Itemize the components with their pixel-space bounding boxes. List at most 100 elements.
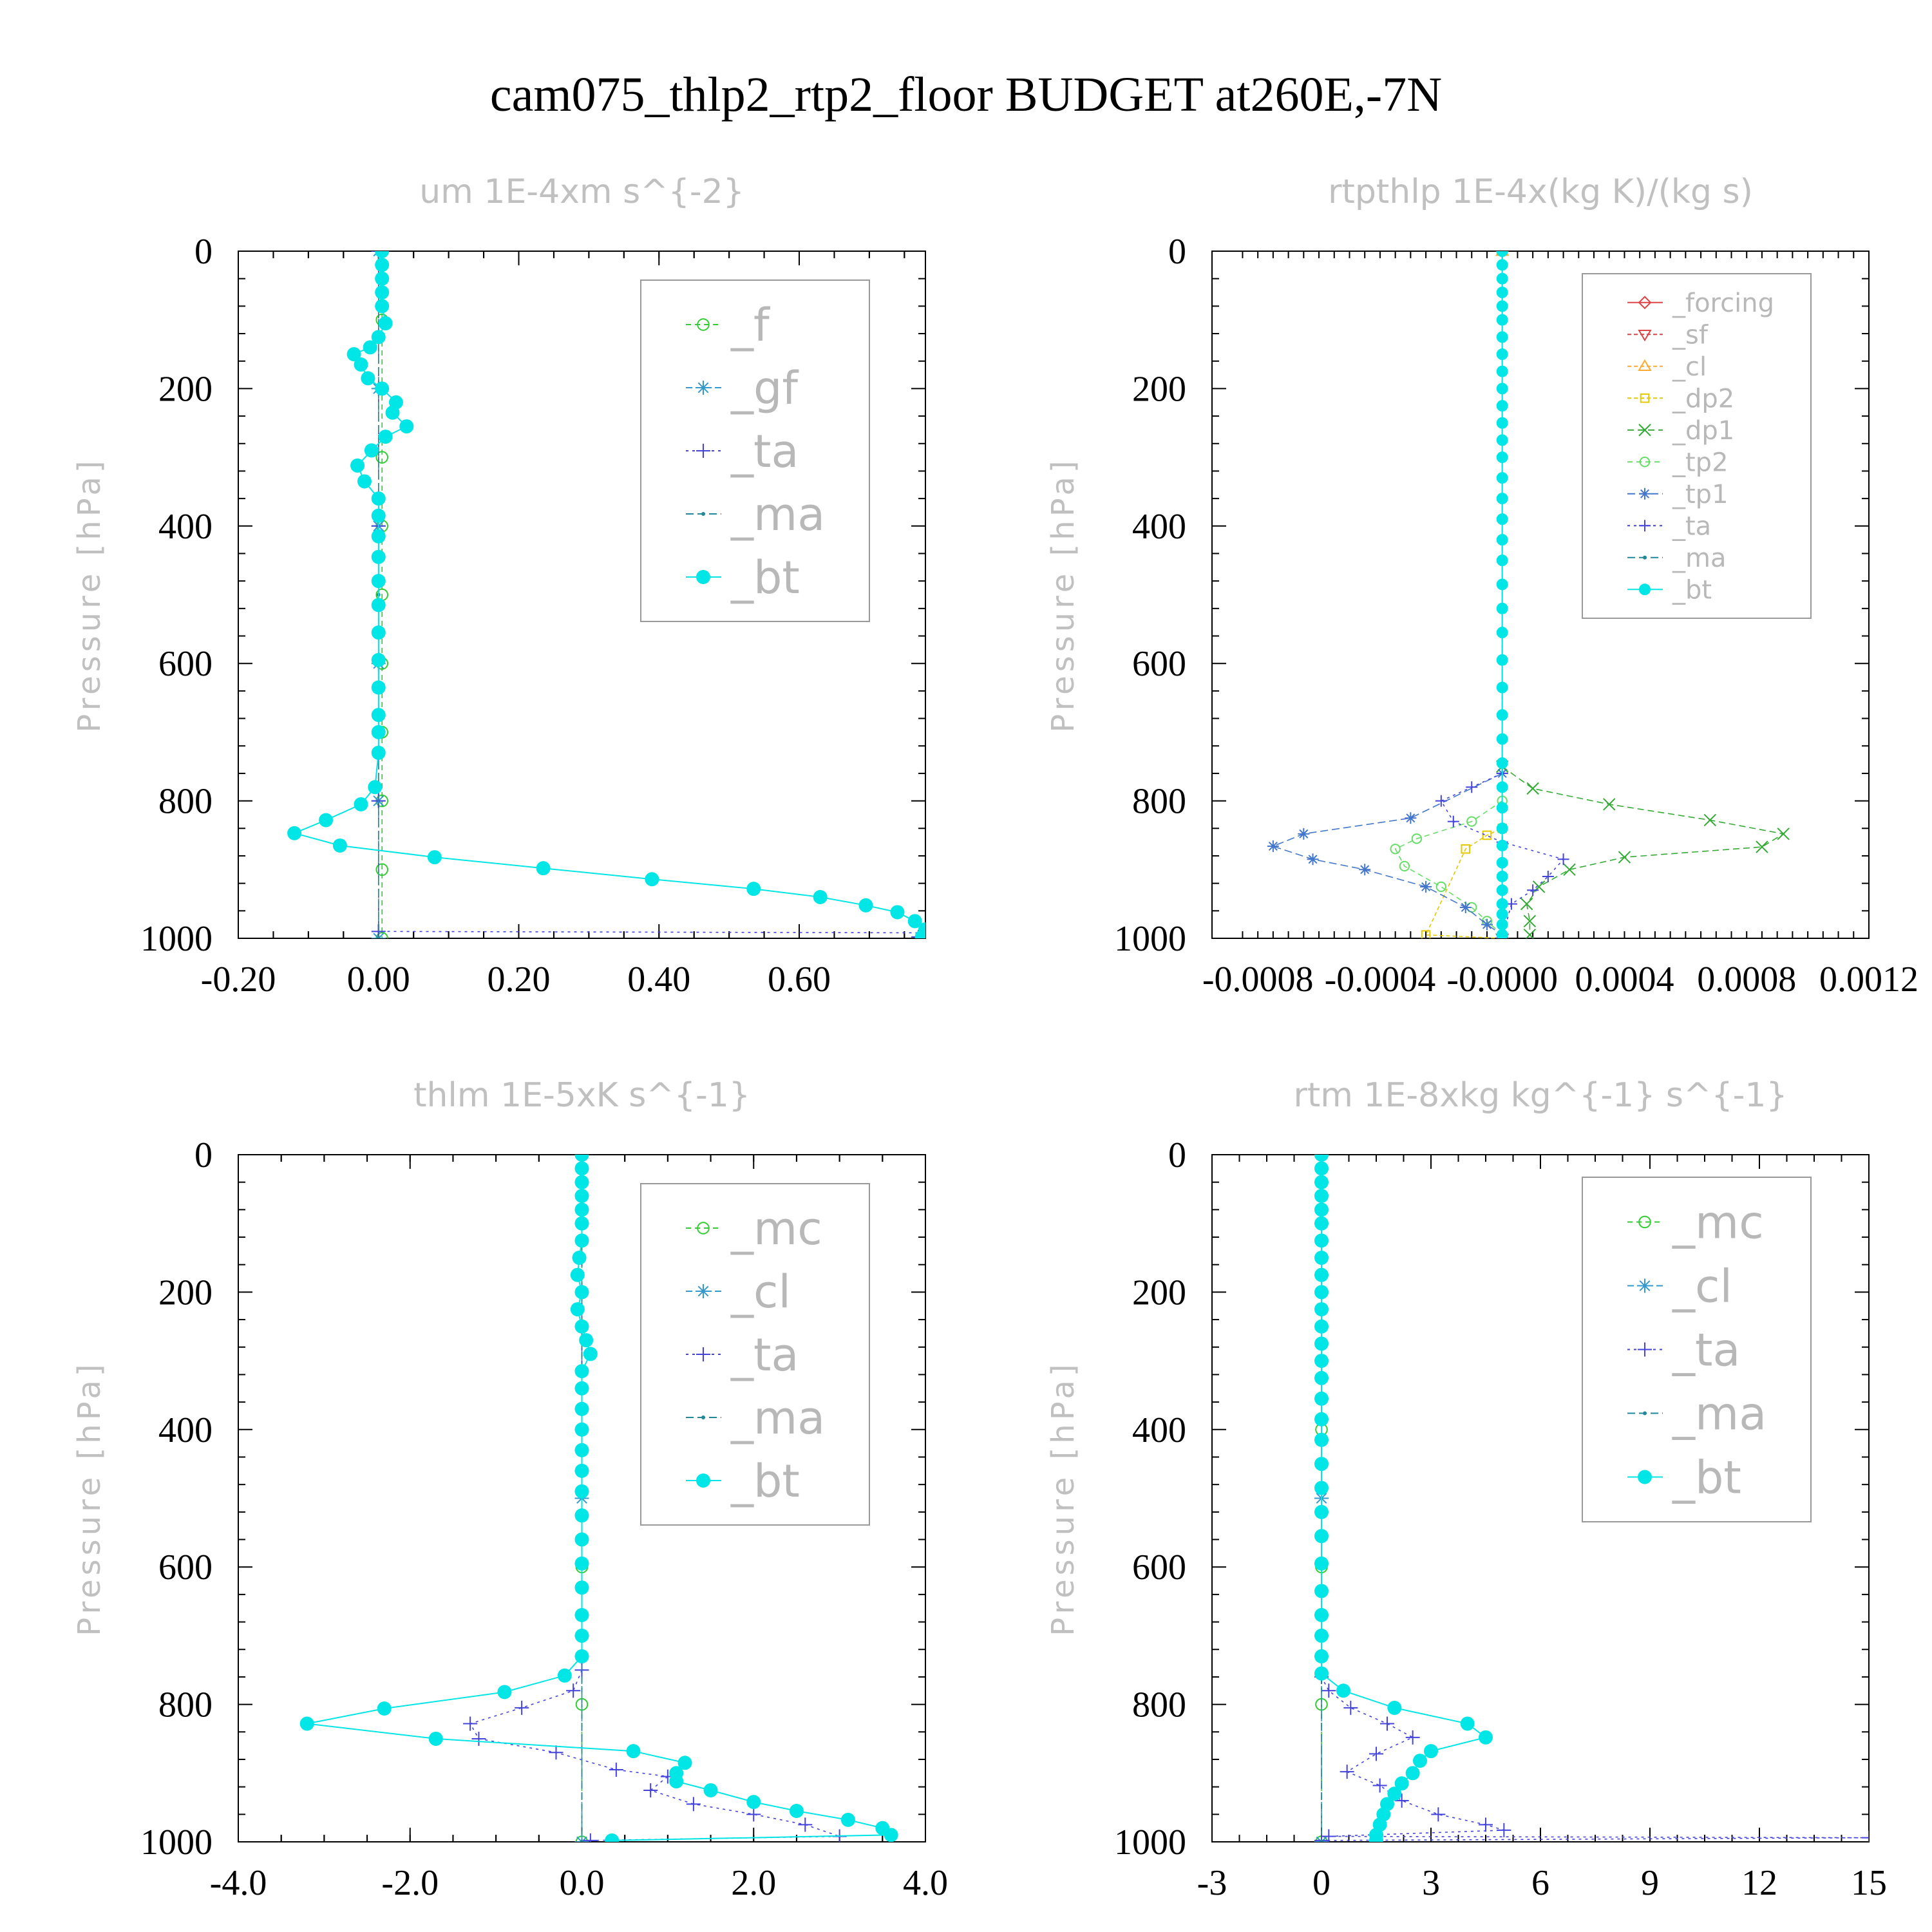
series-bt-point [574,1285,589,1300]
series-bt-point [1314,1155,1329,1162]
legend-label: _ta [730,1329,799,1381]
legend-entry: _ta [686,425,799,478]
series-ta-point [1343,1700,1358,1715]
y-tick-label: 1000 [1114,919,1186,959]
series-ta-point [1321,1683,1336,1698]
series-bt-point [371,491,386,506]
series-bt-point [574,1401,589,1416]
y-tick-label: 600 [158,644,213,684]
legend-entry: _ta [686,1329,799,1381]
series-bt-point [1496,251,1508,257]
series-bt-point [1496,331,1508,343]
series-tp2-point [1466,816,1477,827]
series-tp2-point [1411,833,1423,844]
series-bt-point [813,889,828,904]
series-bt-point [371,680,386,695]
series-bt-point [574,1189,589,1204]
series-bt-point [1314,1370,1329,1385]
series-bt-point [1314,1457,1329,1472]
y-tick-label: 600 [158,1548,213,1587]
series-bt-point [579,1333,594,1348]
series-bt-point [669,1774,684,1789]
series-ta-point [1394,1793,1409,1808]
series-bt-point [357,474,372,489]
series-f-point [375,863,388,876]
panel-title: thlm 1E-5xK s^{-1} [413,1076,750,1115]
panels: um 1E-4xm s^{-2}Pressure [hPa]0200400600… [71,173,1918,1903]
series-tp1-point [1420,880,1432,893]
y-tick-label: 200 [158,369,213,409]
series-bt-point [346,347,361,362]
series-bt-point [1496,513,1508,526]
series-ta-point [643,1783,658,1797]
series-bt-point [1496,472,1508,484]
legend-entry: _cl [1627,1260,1732,1313]
series-bt-point [557,1668,572,1683]
series-bt-point [1496,898,1508,910]
series-bt-line [292,251,925,938]
series-ta-point [1497,1823,1511,1837]
series-bt-point [1496,300,1508,312]
series-bt-point [1314,1233,1329,1248]
series-bt-point [1413,1754,1427,1768]
series-bt-point [375,258,390,272]
series-bt-point [1496,822,1508,835]
series-bt-point [574,1381,589,1396]
series-ta-point [1372,1778,1387,1793]
legend-marker [1638,296,1652,310]
y-tick-label: 1000 [140,1823,213,1862]
series-dp1-point [1520,897,1533,911]
y-tick-label: 400 [158,1410,213,1450]
series-bt-point [574,1649,589,1663]
series-bt-point [914,929,925,938]
legend-label: _gf [730,362,799,415]
series-bt-point [371,529,386,544]
series-f-point [375,451,388,464]
panel-title: rtpthlp 1E-4x(kg K)/(kg s) [1328,173,1753,211]
series-ta-point [566,1683,581,1698]
series-bt-point [574,1463,589,1478]
x-tick-label: -3 [1197,1863,1227,1903]
series-bt-point [385,405,400,420]
y-tick-label: 200 [1132,1273,1186,1312]
series-bt-point [399,419,414,434]
series-bt-point [574,1484,589,1499]
plot-area [1314,1155,1869,1842]
legend-entry: _cl [1627,352,1707,382]
legend-entry: _ma [1627,1388,1766,1441]
legend-label: _ma [1672,544,1726,573]
legend-marker [1639,520,1651,532]
series-bt-point [1496,733,1508,745]
series-bt-point [1314,1666,1329,1681]
series-tp2-point [1435,881,1447,893]
series-bt-point [574,1161,589,1176]
series-ta-point [1862,1830,1869,1842]
legend-entry: _mc [686,1202,822,1255]
series-tp1-point [1267,840,1279,853]
series-dp1-point [1777,828,1790,840]
series-bt-point [375,271,390,286]
series-bt-point [371,724,386,739]
series-bt-point [1496,654,1508,666]
series-bt-point [1405,1766,1420,1781]
legend-label: _sf [1672,321,1709,350]
y-tick-label: 0 [194,1135,213,1175]
series-ta-point [609,1762,623,1777]
series-bt-point [626,1744,641,1759]
y-tick-label: 0 [1168,232,1186,272]
legend-marker [1643,555,1647,560]
legend-label: _ta [730,425,799,478]
series-bt-point [1496,365,1508,377]
series-ta-point [1447,815,1459,828]
series-bt-point [368,780,383,795]
series-ta-line [378,251,925,938]
legend-label: _ma [1672,1388,1766,1441]
series-bt-point [371,598,386,612]
legend-label: _bt [730,1455,800,1508]
series-bt-point [677,1756,692,1770]
series-bt-point [1496,757,1508,769]
series-ma-point [1320,1840,1323,1842]
series-bt-point [890,905,905,920]
series-ta-point [1527,884,1539,896]
y-tick-label: 0 [1168,1135,1186,1175]
